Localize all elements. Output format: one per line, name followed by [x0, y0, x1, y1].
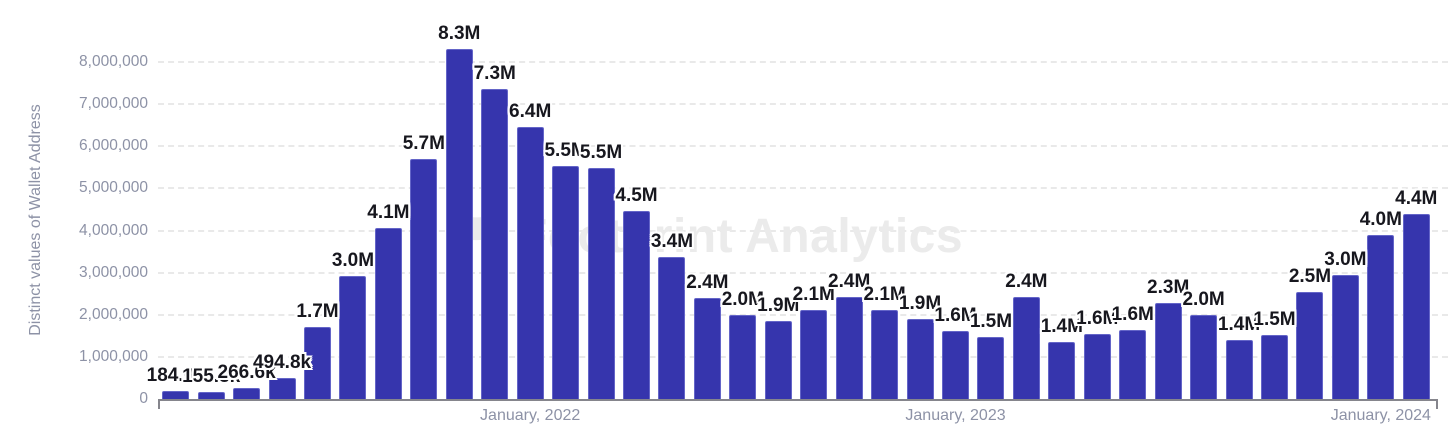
- bar[interactable]: [516, 127, 544, 399]
- bar-value-label: 4.0M: [1359, 208, 1402, 230]
- bar[interactable]: [623, 210, 650, 399]
- bar-value-label: 3.0M: [331, 249, 375, 271]
- bar-value-label: 4.1M: [367, 201, 410, 223]
- bar-value-label: 1.6M: [934, 304, 977, 326]
- y-tick-label: 1,000,000: [79, 347, 148, 365]
- bar[interactable]: [374, 227, 402, 399]
- y-axis-title: Distinct values of Wallet Address: [27, 104, 44, 336]
- bar-value-label: 4.4M: [1395, 188, 1438, 210]
- bar-value-label: 2.4M: [686, 271, 729, 293]
- bar-value-label: 2.0M: [721, 289, 764, 311]
- bar[interactable]: [942, 330, 969, 399]
- bar[interactable]: [162, 391, 190, 399]
- bar[interactable]: [1048, 341, 1076, 399]
- y-tick-label: 2,000,000: [79, 305, 148, 323]
- x-tick-label: January, 2022: [480, 407, 581, 424]
- bar-value-label: 1.9M: [757, 294, 800, 316]
- bar-value-label: 1.4M: [1217, 314, 1261, 336]
- bar[interactable]: [729, 315, 757, 399]
- bar-value-label: 7.3M: [473, 63, 516, 85]
- bar[interactable]: [587, 168, 615, 399]
- bar[interactable]: [658, 256, 686, 399]
- bar[interactable]: [1296, 292, 1324, 399]
- bar[interactable]: [339, 275, 367, 399]
- bar-value-label: 2.4M: [1005, 271, 1048, 293]
- bar-value-label: 1.9M: [898, 293, 942, 315]
- bar-value-label: 2.3M: [1147, 276, 1190, 298]
- bar[interactable]: [977, 336, 1005, 399]
- bar[interactable]: [197, 392, 225, 399]
- bar[interactable]: [1190, 315, 1218, 399]
- bar-value-label: 3.0M: [1324, 248, 1367, 270]
- bar[interactable]: [304, 327, 331, 399]
- y-tick-label: 4,000,000: [79, 221, 148, 239]
- bar[interactable]: [764, 320, 792, 399]
- bar[interactable]: [871, 310, 899, 399]
- x-tick-label: January, 2023: [905, 407, 1006, 424]
- bar-value-label: 1.6M: [1076, 307, 1119, 329]
- bar-value-label: 6.4M: [509, 101, 552, 123]
- bar[interactable]: [693, 297, 721, 399]
- gridline: [158, 271, 1448, 274]
- bar[interactable]: [1331, 274, 1359, 399]
- gridline: [158, 145, 1448, 148]
- y-tick-label: 8,000,000: [79, 53, 148, 70]
- bar-value-label: 4.5M: [615, 184, 658, 206]
- x-axis-line: [158, 399, 1438, 409]
- bar-value-label: 8.3M: [438, 23, 481, 45]
- bar[interactable]: [1225, 340, 1253, 399]
- bar-value-label: 266.6k: [217, 361, 276, 383]
- bar[interactable]: [268, 378, 296, 399]
- bar-value-label: 5.7M: [402, 132, 445, 154]
- bar[interactable]: [1261, 334, 1288, 399]
- y-tick-label: 3,000,000: [79, 263, 148, 281]
- bar-value-label: 2.1M: [863, 284, 906, 306]
- bar[interactable]: [835, 296, 863, 399]
- y-tick-label: 5,000,000: [79, 179, 148, 197]
- bar-value-label: 184.0k: [146, 365, 205, 387]
- bar-value-label: 2.1M: [792, 283, 835, 305]
- bar[interactable]: [800, 309, 828, 399]
- bar[interactable]: [233, 387, 261, 399]
- bar[interactable]: [552, 166, 580, 399]
- bar[interactable]: [445, 49, 473, 399]
- bar-value-label: 3.4M: [650, 230, 694, 252]
- bar-value-label: 1.5M: [969, 310, 1013, 332]
- bar[interactable]: [1012, 297, 1040, 399]
- bar[interactable]: [1119, 330, 1147, 399]
- bar-value-label: 1.6M: [1111, 304, 1154, 326]
- bar[interactable]: [481, 89, 509, 399]
- gridline: [158, 229, 1448, 232]
- y-tick-label: 0: [139, 390, 148, 407]
- gridline: [158, 187, 1448, 190]
- gridline: [158, 103, 1448, 106]
- bar-value-label: 5.5M: [579, 142, 623, 164]
- bar[interactable]: [1367, 234, 1395, 399]
- y-tick-label: 6,000,000: [79, 137, 148, 155]
- bar-value-label: 1.7M: [296, 301, 339, 323]
- bar[interactable]: [1402, 214, 1430, 399]
- bar-value-label: 1.4M: [1040, 315, 1083, 337]
- bar-value-label: 2.4M: [828, 270, 871, 292]
- bar[interactable]: [1083, 333, 1111, 399]
- bar-value-label: 494.8k: [252, 352, 312, 374]
- bar[interactable]: [410, 158, 438, 399]
- bar-value-label: 2.0M: [1182, 289, 1225, 311]
- bar-value-label: 5.5M: [544, 140, 587, 162]
- bar-value-label: 2.5M: [1288, 266, 1332, 287]
- x-tick-label: January, 2024: [1330, 407, 1431, 424]
- y-tick-label: 7,000,000: [79, 95, 148, 113]
- bar[interactable]: [906, 319, 934, 399]
- gridline: [158, 61, 1448, 63]
- bar-value-label: 155.3k: [182, 366, 241, 388]
- bar[interactable]: [1154, 302, 1182, 399]
- watermark-text: Footprint Analytics: [518, 209, 964, 263]
- bar-value-label: 1.5M: [1253, 308, 1296, 330]
